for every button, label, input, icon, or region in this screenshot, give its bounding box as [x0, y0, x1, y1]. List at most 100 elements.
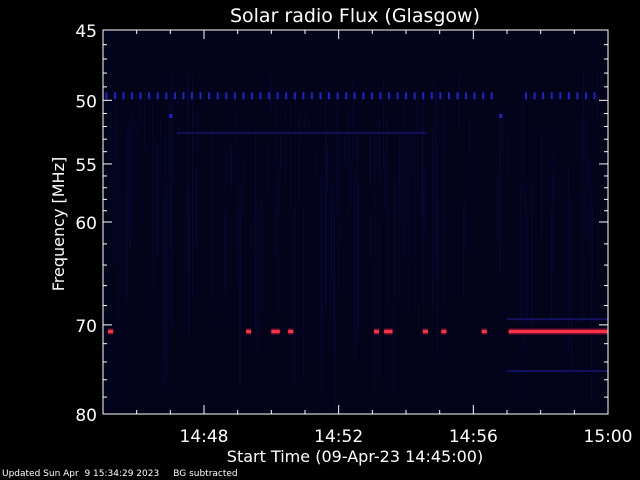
x-axis-label: Start Time (09-Apr-23 14:45:00)	[227, 447, 483, 466]
noise-streak	[422, 129, 424, 328]
interference-tick-50mhz	[465, 92, 468, 100]
noise-streak	[496, 173, 498, 245]
chart-title: Solar radio Flux (Glasgow)	[230, 5, 480, 27]
interference-tick-50mhz	[370, 92, 373, 100]
noise-streak	[435, 93, 437, 259]
interference-tick-50mhz	[122, 92, 125, 100]
noise-streak	[228, 142, 230, 186]
noise-streak	[157, 144, 159, 259]
noise-streak	[597, 70, 599, 120]
interference-tick-50mhz	[593, 92, 596, 100]
noise-streak	[458, 72, 460, 129]
noise-streak	[159, 119, 161, 170]
interference-tick-50mhz	[225, 92, 228, 100]
interference-tick-50mhz	[362, 92, 365, 100]
noise-streak	[167, 179, 169, 380]
interference-tick-50mhz	[259, 92, 262, 100]
noise-streak	[255, 127, 257, 340]
noise-streak	[541, 132, 543, 239]
noise-streak	[260, 192, 262, 315]
noise-streak	[231, 141, 233, 190]
interference-tick-50mhz	[113, 92, 116, 100]
interference-tick-50mhz	[156, 92, 159, 100]
noise-streak	[524, 182, 526, 350]
noise-streak	[141, 202, 143, 249]
interference-tick-50mhz	[542, 92, 545, 100]
noise-streak	[422, 91, 424, 304]
noise-streak	[551, 121, 553, 202]
noise-streak	[582, 115, 584, 323]
burst-70mhz	[441, 330, 447, 334]
interference-tick-50mhz	[525, 92, 528, 100]
noise-streak	[293, 208, 295, 390]
noise-streak	[437, 144, 439, 357]
noise-streak	[499, 111, 501, 275]
interference-tick-50mhz	[216, 92, 219, 100]
noise-streak	[337, 107, 339, 294]
noise-streak	[552, 170, 554, 273]
noise-streak	[403, 91, 405, 258]
noise-streak	[307, 103, 309, 212]
noise-streak	[407, 130, 409, 313]
noise-streak	[131, 108, 133, 238]
noise-streak	[135, 123, 137, 200]
interference-tick-50mhz	[139, 92, 142, 100]
interference-tick-50mhz	[439, 92, 442, 100]
noise-streak	[128, 122, 130, 223]
bg-subtracted-note: BG subtracted	[173, 469, 238, 479]
noise-streak	[284, 107, 286, 187]
noise-streak	[378, 218, 380, 376]
interference-tick-50mhz	[379, 92, 382, 100]
y-tick-label: 55	[75, 156, 97, 176]
noise-streak	[138, 94, 140, 144]
noise-streak	[191, 77, 193, 296]
noise-streak	[195, 168, 197, 246]
noise-streak	[436, 200, 438, 277]
interference-tick-50mhz	[276, 92, 279, 100]
noise-streak	[527, 213, 529, 324]
noise-streak	[171, 103, 173, 224]
noise-streak	[585, 118, 587, 237]
noise-streak	[299, 107, 301, 200]
noise-streak	[588, 161, 590, 259]
noise-streak	[587, 147, 589, 185]
noise-streak	[144, 91, 146, 151]
faint-band	[507, 318, 608, 321]
x-tick-label: 15:00	[584, 427, 633, 447]
burst-70mhz	[481, 330, 487, 334]
noise-streak	[339, 136, 341, 242]
burst-70mhz	[384, 330, 393, 334]
noise-streak	[163, 196, 165, 389]
noise-streak	[418, 82, 420, 194]
noise-streak	[217, 154, 219, 308]
interference-tick-50mhz	[490, 92, 493, 100]
noise-streak	[109, 106, 111, 162]
noise-streak	[415, 84, 417, 133]
noise-streak	[333, 200, 335, 349]
noise-streak	[163, 136, 165, 358]
noise-streak	[520, 181, 522, 317]
noise-streak	[166, 188, 168, 399]
noise-streak	[567, 162, 569, 351]
noise-streak	[326, 152, 328, 186]
noise-streak	[522, 96, 524, 196]
noise-streak	[303, 201, 305, 377]
noise-streak	[358, 183, 360, 331]
noise-streak	[369, 133, 371, 188]
interference-tick-50mhz	[559, 92, 562, 100]
noise-streak	[472, 143, 474, 220]
interference-tick-50mhz	[173, 92, 176, 100]
interference-tick-50mhz	[447, 92, 450, 100]
noise-streak	[268, 146, 270, 193]
noise-streak	[325, 81, 327, 306]
noise-streak	[582, 70, 584, 164]
burst-70mhz	[108, 330, 114, 334]
noise-streak	[413, 134, 415, 257]
interference-tick-50mhz	[533, 92, 536, 100]
noise-streak	[350, 154, 352, 208]
noise-streak	[591, 204, 593, 280]
noise-streak	[319, 175, 321, 359]
noise-streak	[383, 155, 385, 210]
noise-streak	[393, 182, 395, 395]
burst-70mhz	[374, 330, 380, 334]
